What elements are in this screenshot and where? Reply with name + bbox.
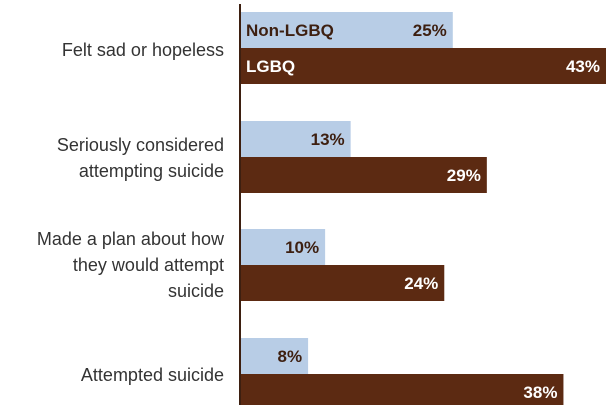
value-label: 43% [566, 57, 600, 76]
category-label: Seriously considered attempting suicide [57, 135, 224, 181]
value-label: 25% [413, 21, 447, 40]
bar-lgbq [240, 157, 487, 193]
bar-non-lgbq [240, 229, 326, 265]
bar-non-lgbq [240, 121, 351, 157]
category-label: Made a plan about how they would attempt s… [37, 229, 225, 301]
series-name-label: LGBQ [246, 57, 295, 76]
value-label: 29% [447, 166, 481, 185]
series-name-label: Non-LGBQ [246, 21, 334, 40]
value-label: 13% [311, 130, 345, 149]
value-label: 24% [404, 274, 438, 293]
labels-group: Felt sad or hopeless 25% Non-LGBQ 43% LGBQ Se… [37, 21, 600, 402]
bar-lgbq [240, 48, 606, 84]
value-label: 10% [285, 238, 319, 257]
value-label: 8% [278, 347, 303, 366]
bar-lgbq [240, 374, 564, 405]
bars-group [240, 12, 606, 405]
value-label: 38% [523, 383, 557, 402]
bar-lgbq [240, 265, 445, 301]
bar-non-lgbq [240, 12, 453, 48]
category-label: Attempted suicide [81, 365, 224, 385]
bar-non-lgbq [240, 338, 309, 374]
category-label: Felt sad or hopeless [62, 40, 224, 60]
